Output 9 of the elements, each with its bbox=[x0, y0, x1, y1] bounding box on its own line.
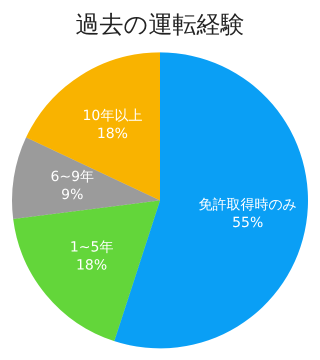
slice-label: 10年以上 bbox=[82, 108, 142, 124]
data-label: 18% bbox=[76, 258, 108, 274]
chart-title: 過去の運転経験 bbox=[76, 10, 244, 39]
data-label: 55% bbox=[232, 214, 264, 231]
data-label: 18% bbox=[96, 126, 128, 142]
data-label: 9% bbox=[61, 187, 84, 204]
slice-label: 1~5年 bbox=[70, 240, 114, 256]
slice-label: 6~9年 bbox=[50, 169, 94, 186]
slice-label: 免許取得時のみ bbox=[198, 196, 297, 213]
